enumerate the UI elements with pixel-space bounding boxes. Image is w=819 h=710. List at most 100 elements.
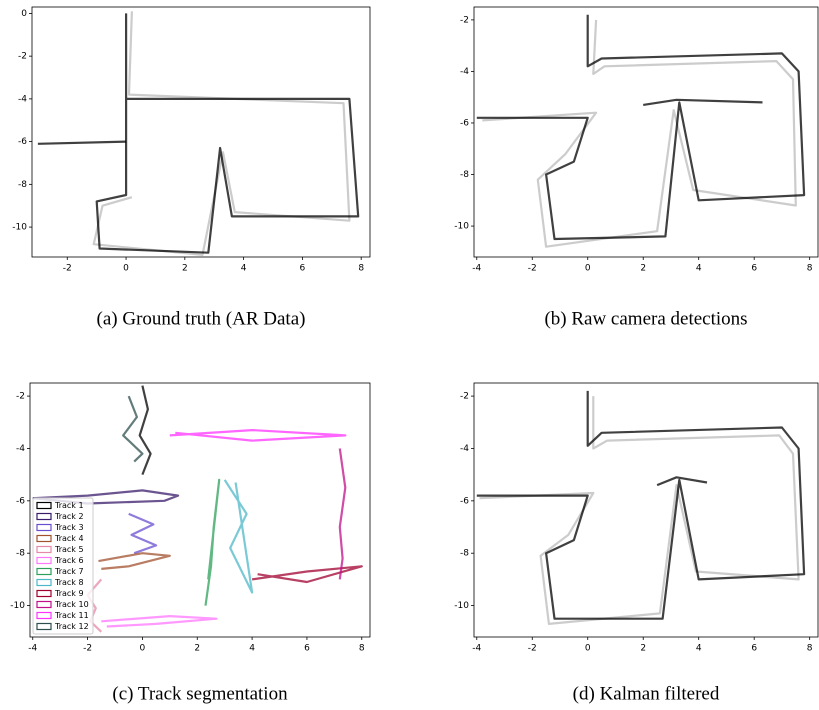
y-tick-label: -2 [16,392,25,402]
trajectory [101,615,218,628]
trajectory [204,478,221,606]
x-tick-label: 4 [696,264,702,274]
y-tick-label: -6 [18,137,27,147]
axes-frame [29,382,371,638]
x-tick-label: 6 [300,264,306,274]
trajectory [37,140,127,145]
axes-frame [31,6,371,258]
trajectory [169,429,347,442]
y-tick-label: -10 [454,601,469,611]
x-tick-label: 0 [140,644,146,654]
x-tick-label: 4 [241,264,247,274]
legend-label: Track 3 [54,523,84,532]
legend-swatch [36,600,52,609]
legend-label: Track 1 [54,501,84,510]
legend-swatch [36,534,52,543]
trajectory [479,396,800,625]
trajectory [643,98,763,106]
x-tick-label: 0 [585,644,591,654]
trajectory [656,476,708,487]
x-tick-label: -4 [472,264,481,274]
x-tick-label: 8 [359,644,365,654]
x-tick-label: -2 [528,264,537,274]
y-tick-label: -6 [460,496,469,506]
legend-swatch [36,523,52,532]
legend-label: Track 12 [54,622,89,631]
x-tick-label: -4 [472,644,481,654]
trajectory [138,385,152,476]
y-tick-label: -8 [16,549,25,559]
legend-swatch [36,567,52,576]
trajectory [338,448,347,580]
y-tick-label: -4 [18,94,27,104]
trajectory [98,552,171,570]
x-tick-label: 4 [696,644,702,654]
legend-label: Track 9 [54,589,84,598]
trajectory [251,565,363,584]
trajectory [92,11,351,256]
legend-swatch [36,501,52,510]
x-tick-label: 6 [751,644,757,654]
axes-frame [473,382,819,638]
legend-swatch [36,556,52,565]
caption: (a) Ground truth (AR Data) [97,308,306,329]
legend-swatch [36,578,52,587]
y-tick-label: -4 [16,444,25,454]
x-tick-label: 6 [751,264,757,274]
legend-swatch [36,589,52,598]
y-tick-label: -2 [18,52,27,62]
trajectory [476,14,806,241]
x-tick-label: 2 [194,644,200,654]
y-tick-label: -4 [460,67,469,77]
x-tick-label: -2 [83,644,92,654]
legend-label: Track 5 [54,545,84,554]
legend-swatch [36,512,52,521]
caption: (c) Track segmentation [112,683,288,704]
trajectory [476,390,806,620]
x-tick-label: 2 [182,264,188,274]
y-tick-label: -8 [18,180,27,190]
x-tick-label: 6 [304,644,310,654]
y-tick-label: 0 [21,9,27,19]
caption: (b) Raw camera detections [544,308,747,329]
x-tick-label: 0 [585,264,591,274]
trajectory [122,395,144,463]
caption: (d) Kalman filtered [573,683,720,704]
legend-swatch [36,622,52,631]
axes-frame [473,6,819,258]
x-tick-label: 8 [358,264,364,274]
y-tick-label: -10 [454,222,469,232]
x-tick-label: 8 [807,264,813,274]
trajectory [95,13,360,254]
trajectory [128,512,158,555]
legend-swatch [36,611,52,620]
x-tick-label: 2 [640,264,646,274]
legend-label: Track 11 [54,611,89,620]
x-tick-label: 2 [640,644,646,654]
legend-label: Track 8 [54,578,84,587]
y-tick-label: -2 [460,15,469,25]
x-tick-label: -2 [528,644,537,654]
x-tick-label: 4 [249,644,255,654]
legend-label: Track 7 [54,567,84,576]
y-tick-label: -6 [16,496,25,506]
y-tick-label: -2 [460,392,469,402]
legend-box [32,497,94,635]
y-tick-label: -4 [460,444,469,454]
y-tick-label: -10 [10,601,25,611]
trajectory [223,479,254,594]
y-tick-label: -8 [460,170,469,180]
legend-label: Track 10 [54,600,89,609]
trajectory [482,19,797,248]
legend-swatch [36,545,52,554]
y-tick-label: -10 [12,223,27,233]
x-tick-label: 0 [123,264,129,274]
x-tick-label: 8 [807,644,813,654]
y-tick-label: -6 [460,118,469,128]
x-tick-label: -2 [63,264,72,274]
y-tick-label: -8 [460,549,469,559]
legend-label: Track 2 [54,512,84,521]
legend-label: Track 6 [54,556,84,565]
